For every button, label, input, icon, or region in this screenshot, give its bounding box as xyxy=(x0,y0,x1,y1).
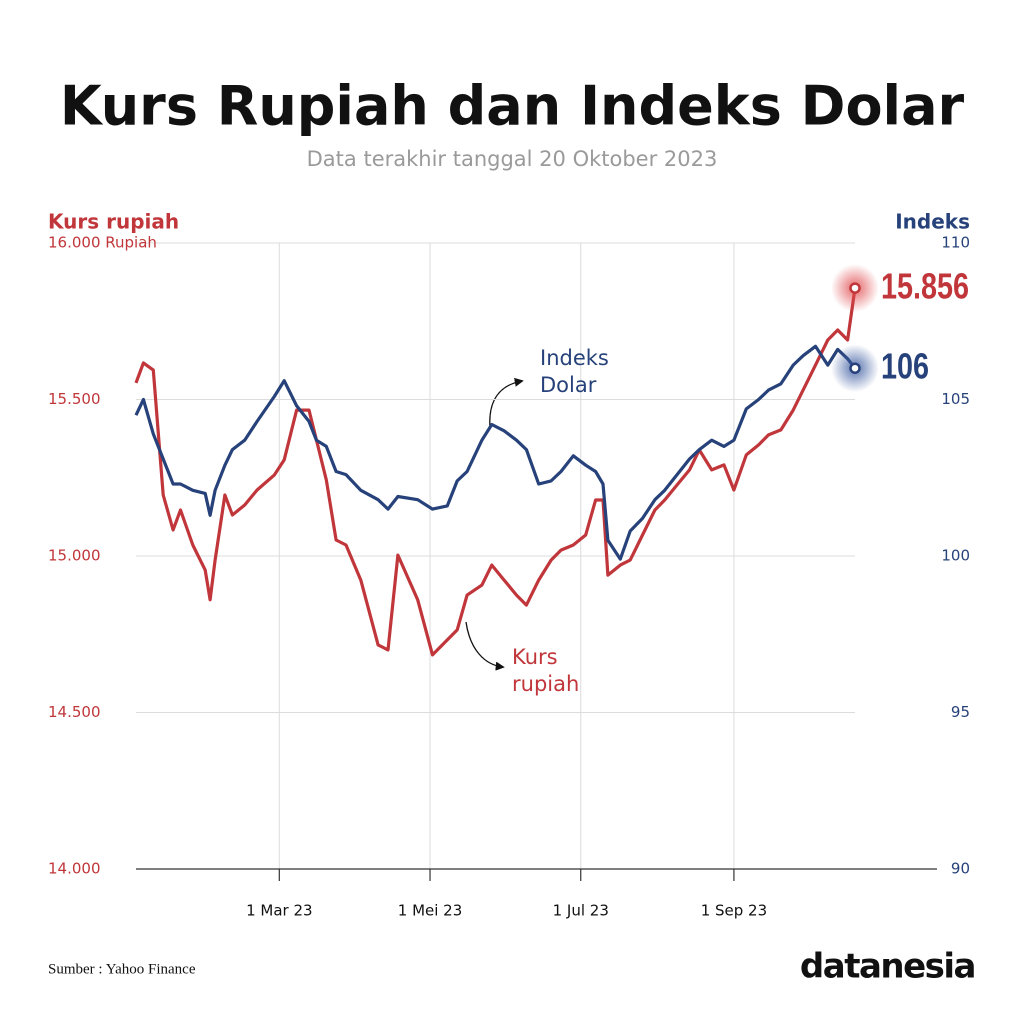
series-line xyxy=(134,287,857,657)
chart-title: Kurs Rupiah dan Indeks Dolar xyxy=(60,75,965,138)
x-tick-label: 1 Mar 23 xyxy=(246,902,312,920)
end-point xyxy=(849,282,861,294)
x-tick-label: 1 Sep 23 xyxy=(701,902,767,920)
chart-subtitle: Data terakhir tanggal 20 Oktober 2023 xyxy=(307,147,718,171)
end-value-label: 106 xyxy=(881,346,929,387)
x-tick-label: 1 Jul 23 xyxy=(553,902,609,920)
y2-tick-label: 110 xyxy=(941,234,970,252)
series-annotation: Kurs xyxy=(512,645,558,669)
y-tick-label: 15.000 xyxy=(48,547,101,565)
y2-tick-label: 105 xyxy=(941,390,970,408)
y-tick-label: 14.500 xyxy=(48,703,101,721)
y2-tick-label: 95 xyxy=(951,703,970,721)
series-annotation: Dolar xyxy=(540,373,597,397)
series-annotation: Indeks xyxy=(540,346,609,370)
y-tick-label: 14.000 xyxy=(48,860,101,878)
y-tick-label: 15.500 xyxy=(48,390,101,408)
end-point xyxy=(849,362,861,374)
series-line xyxy=(134,344,857,561)
end-value-label: 15.856 xyxy=(881,265,969,306)
annotation-arrow xyxy=(465,621,505,671)
y2-tick-label: 100 xyxy=(941,547,970,565)
series-annotation: rupiah xyxy=(512,672,579,696)
y-tick-label: 16.000 Rupiah xyxy=(48,234,157,252)
y2-axis-title: Indeks xyxy=(895,210,970,234)
annotation-arrow xyxy=(489,377,524,429)
source: Sumber : Yahoo Finance xyxy=(48,961,196,977)
y2-tick-label: 90 xyxy=(951,860,970,878)
brand-logo: datanesia xyxy=(800,947,975,987)
x-tick-label: 1 Mei 23 xyxy=(398,902,463,920)
y-axis-title: Kurs rupiah xyxy=(48,210,179,234)
